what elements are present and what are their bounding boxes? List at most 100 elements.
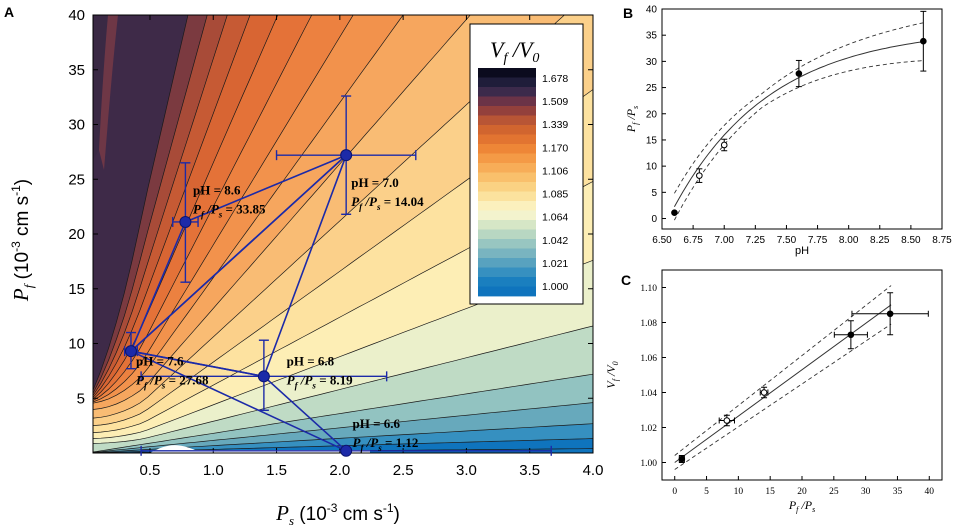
y-tick-label: 25 [68, 171, 85, 188]
data-point [671, 209, 678, 216]
contour-line [93, 15, 313, 401]
ph-label: pH = 8.6 [193, 183, 241, 198]
ph-label: pH = 6.6 [352, 416, 400, 431]
colorbar-swatch [478, 125, 536, 135]
panel-b-ticks: 6.50 6.75 7.00 7.25 7.50 7.75 8.00 8.25 8.50 8.75… [646, 5, 952, 247]
y-tick-label: 40 [646, 5, 658, 16]
contour-line [93, 373, 593, 453]
data-point [847, 331, 855, 339]
ph-label: pH = 7.6 [136, 353, 184, 368]
x-tick-label: 8.25 [870, 235, 890, 246]
x-tick-label: 6.75 [683, 235, 703, 246]
x-tick-label: 1.5 [266, 462, 287, 479]
y-tick-label: 20 [646, 109, 658, 120]
data-point [257, 370, 270, 383]
confidence-lower [674, 60, 924, 221]
contour-line [93, 15, 228, 396]
data-point [795, 70, 803, 77]
y-tick-label: 35 [68, 62, 85, 79]
contour-line [93, 15, 251, 398]
colorbar-swatch [478, 77, 536, 88]
x-tick-label: 1.0 [203, 462, 224, 479]
panel-a-data-points [124, 149, 353, 457]
x-tick-label: 7.25 [746, 235, 766, 246]
panel-b: 6.50 6.75 7.00 7.25 7.50 7.75 8.00 8.25 8.50 8.75… [624, 5, 952, 258]
panel-c-data-points [678, 292, 929, 463]
panel-b-x-axis-label: pH [795, 245, 809, 257]
x-tick-label: 30 [861, 487, 871, 497]
x-tick-label: 6.50 [652, 235, 672, 246]
fit-line [674, 304, 892, 463]
ratio-label: Pf /Ps = 14.04 [351, 194, 424, 212]
colorbar-swatch [478, 134, 536, 145]
y-tick-label: 1.00 [640, 459, 657, 469]
panel-a-x-axis-label: Ps (10-3 cm s-1) [275, 501, 400, 528]
y-tick-label: 15 [68, 281, 85, 298]
x-tick-label: 4.0 [583, 462, 604, 479]
colorbar-swatch [478, 182, 536, 192]
contour-line [93, 15, 354, 403]
colorbar-label: 1.170 [542, 142, 568, 154]
colorbar-swatch [478, 248, 536, 259]
panel-a-ticks: 0.5 1.0 1.5 2.0 2.5 3.0 3.5 4.0 5 10 15 20 25 30 35 40 [68, 7, 603, 479]
y-tick-label: 40 [68, 7, 85, 24]
panel-a-y-axis-label: Pf (10-3 cm s-1) [9, 179, 36, 302]
confidence-upper [674, 285, 892, 456]
colorbar-swatch [478, 239, 536, 249]
data-point [124, 345, 137, 358]
x-tick-label: 0.5 [140, 462, 161, 479]
panel-b-data-points [671, 10, 927, 216]
y-tick-label: 10 [646, 162, 658, 173]
colorbar-label: 1.000 [542, 281, 568, 293]
x-tick-label: 2.5 [393, 462, 414, 479]
contour-line [93, 15, 279, 400]
confidence-lower [674, 323, 892, 470]
y-tick-label: 5 [651, 188, 657, 199]
colorbar-swatch [478, 201, 536, 211]
y-tick-label: 1.04 [640, 389, 657, 399]
ratio-label: Pf /Ps = 1.12 [352, 435, 418, 453]
x-tick-label: 35 [893, 487, 903, 497]
colorbar-swatch [478, 144, 536, 154]
colorbar-swatch [478, 96, 536, 107]
y-tick-label: 15 [646, 135, 658, 146]
data-point [340, 149, 353, 162]
colorbar-title: Vf /V0 [490, 37, 539, 66]
ph-label: pH = 7.0 [351, 175, 399, 190]
colorbar-label: 1.339 [542, 119, 568, 131]
triangle-connectors [129, 154, 347, 452]
point-annotations: pH = 8.6 Pf /Ps = 33.85 pH = 7.0 Pf /Ps = 1… [136, 175, 424, 453]
colorbar-swatch [478, 267, 536, 278]
colorbar-swatch [478, 258, 536, 268]
ph-label: pH = 6.8 [287, 353, 335, 368]
x-tick-label: 25 [829, 487, 839, 497]
contour-line [93, 402, 593, 453]
data-point [696, 172, 703, 179]
data-point [723, 417, 731, 424]
x-tick-label: 5 [704, 487, 709, 497]
x-tick-label: 20 [797, 487, 807, 497]
y-tick-label: 35 [646, 31, 658, 42]
y-tick-label: 30 [68, 117, 85, 134]
panel-c-x-axis-label: Pf /Ps [788, 498, 815, 514]
panel-c: 0 5 10 15 20 25 30 35 40 1.00 1.02 1.04 1.06 1.08 1.10… [604, 269, 943, 514]
contour-band-dark [99, 15, 118, 170]
colorbar-swatch [478, 229, 536, 240]
x-tick-label: 8.00 [839, 235, 859, 246]
colorbar-label: 1.509 [542, 96, 568, 108]
panel-c-frame [661, 269, 943, 481]
x-tick-label: 7.50 [777, 235, 797, 246]
contour-bands [93, 15, 593, 453]
colorbar-swatch [478, 115, 536, 126]
y-tick-label: 1.08 [640, 319, 657, 329]
colorbar-label: 1.042 [542, 235, 568, 247]
panel-c-y-axis-label: Vf /V0 [604, 361, 620, 388]
colorbar-swatch [478, 87, 536, 97]
colorbar-swatch [478, 163, 536, 173]
x-tick-label: 7.75 [808, 235, 828, 246]
data-point [179, 215, 192, 228]
panel-b-frame [661, 8, 943, 230]
colorbar-label: 1.678 [542, 73, 568, 85]
x-tick-label: 2.0 [329, 462, 350, 479]
panel-a-letter: A [4, 4, 14, 20]
